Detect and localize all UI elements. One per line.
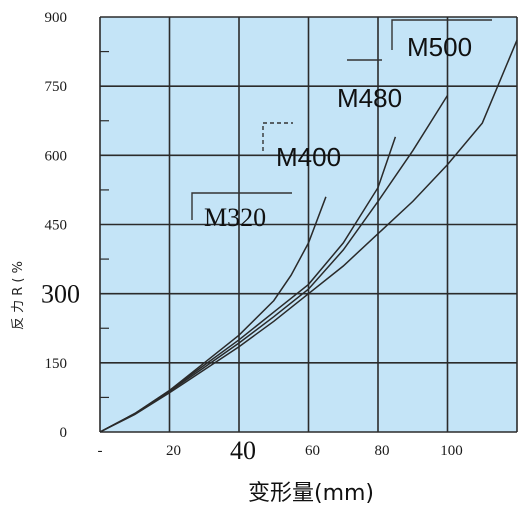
y-tick-label: 750 (45, 79, 68, 95)
y-tick-label: 300 (41, 280, 80, 309)
y-axis: 0 150 300 450 600 750 900 (41, 10, 80, 441)
y-tick-label: 900 (45, 10, 68, 26)
label-bracket (191, 192, 292, 220)
y-tick-label: 450 (45, 218, 68, 234)
x-axis: - 20 40 60 80 100 (98, 436, 463, 465)
series-line-m480 (99, 95, 449, 433)
x-tick-label: 80 (375, 443, 390, 459)
x-tick-label: 40 (230, 436, 256, 465)
series-label-m320: M320 (204, 203, 266, 232)
y-tick-label: 150 (45, 356, 68, 372)
grid (99, 16, 518, 433)
y-axis-title: 反 力 R ( % (11, 261, 26, 330)
x-tick-label: 60 (305, 443, 320, 459)
x-tick-label: 100 (440, 443, 463, 459)
series-line-m500 (99, 39, 518, 433)
x-axis-title: 变形量(mm) (248, 481, 374, 506)
series-label-m480: M480 (337, 83, 402, 113)
x-tick-label: - (98, 443, 103, 459)
series-label-m400: M400 (276, 142, 341, 172)
label-bracket (262, 122, 293, 151)
y-tick-label: 0 (60, 425, 68, 441)
series-label-m500: M500 (407, 32, 472, 62)
label-bracket (391, 19, 492, 50)
series-lines (99, 39, 518, 433)
y-tick-label: 600 (45, 148, 68, 164)
x-tick-label: 20 (166, 443, 181, 459)
